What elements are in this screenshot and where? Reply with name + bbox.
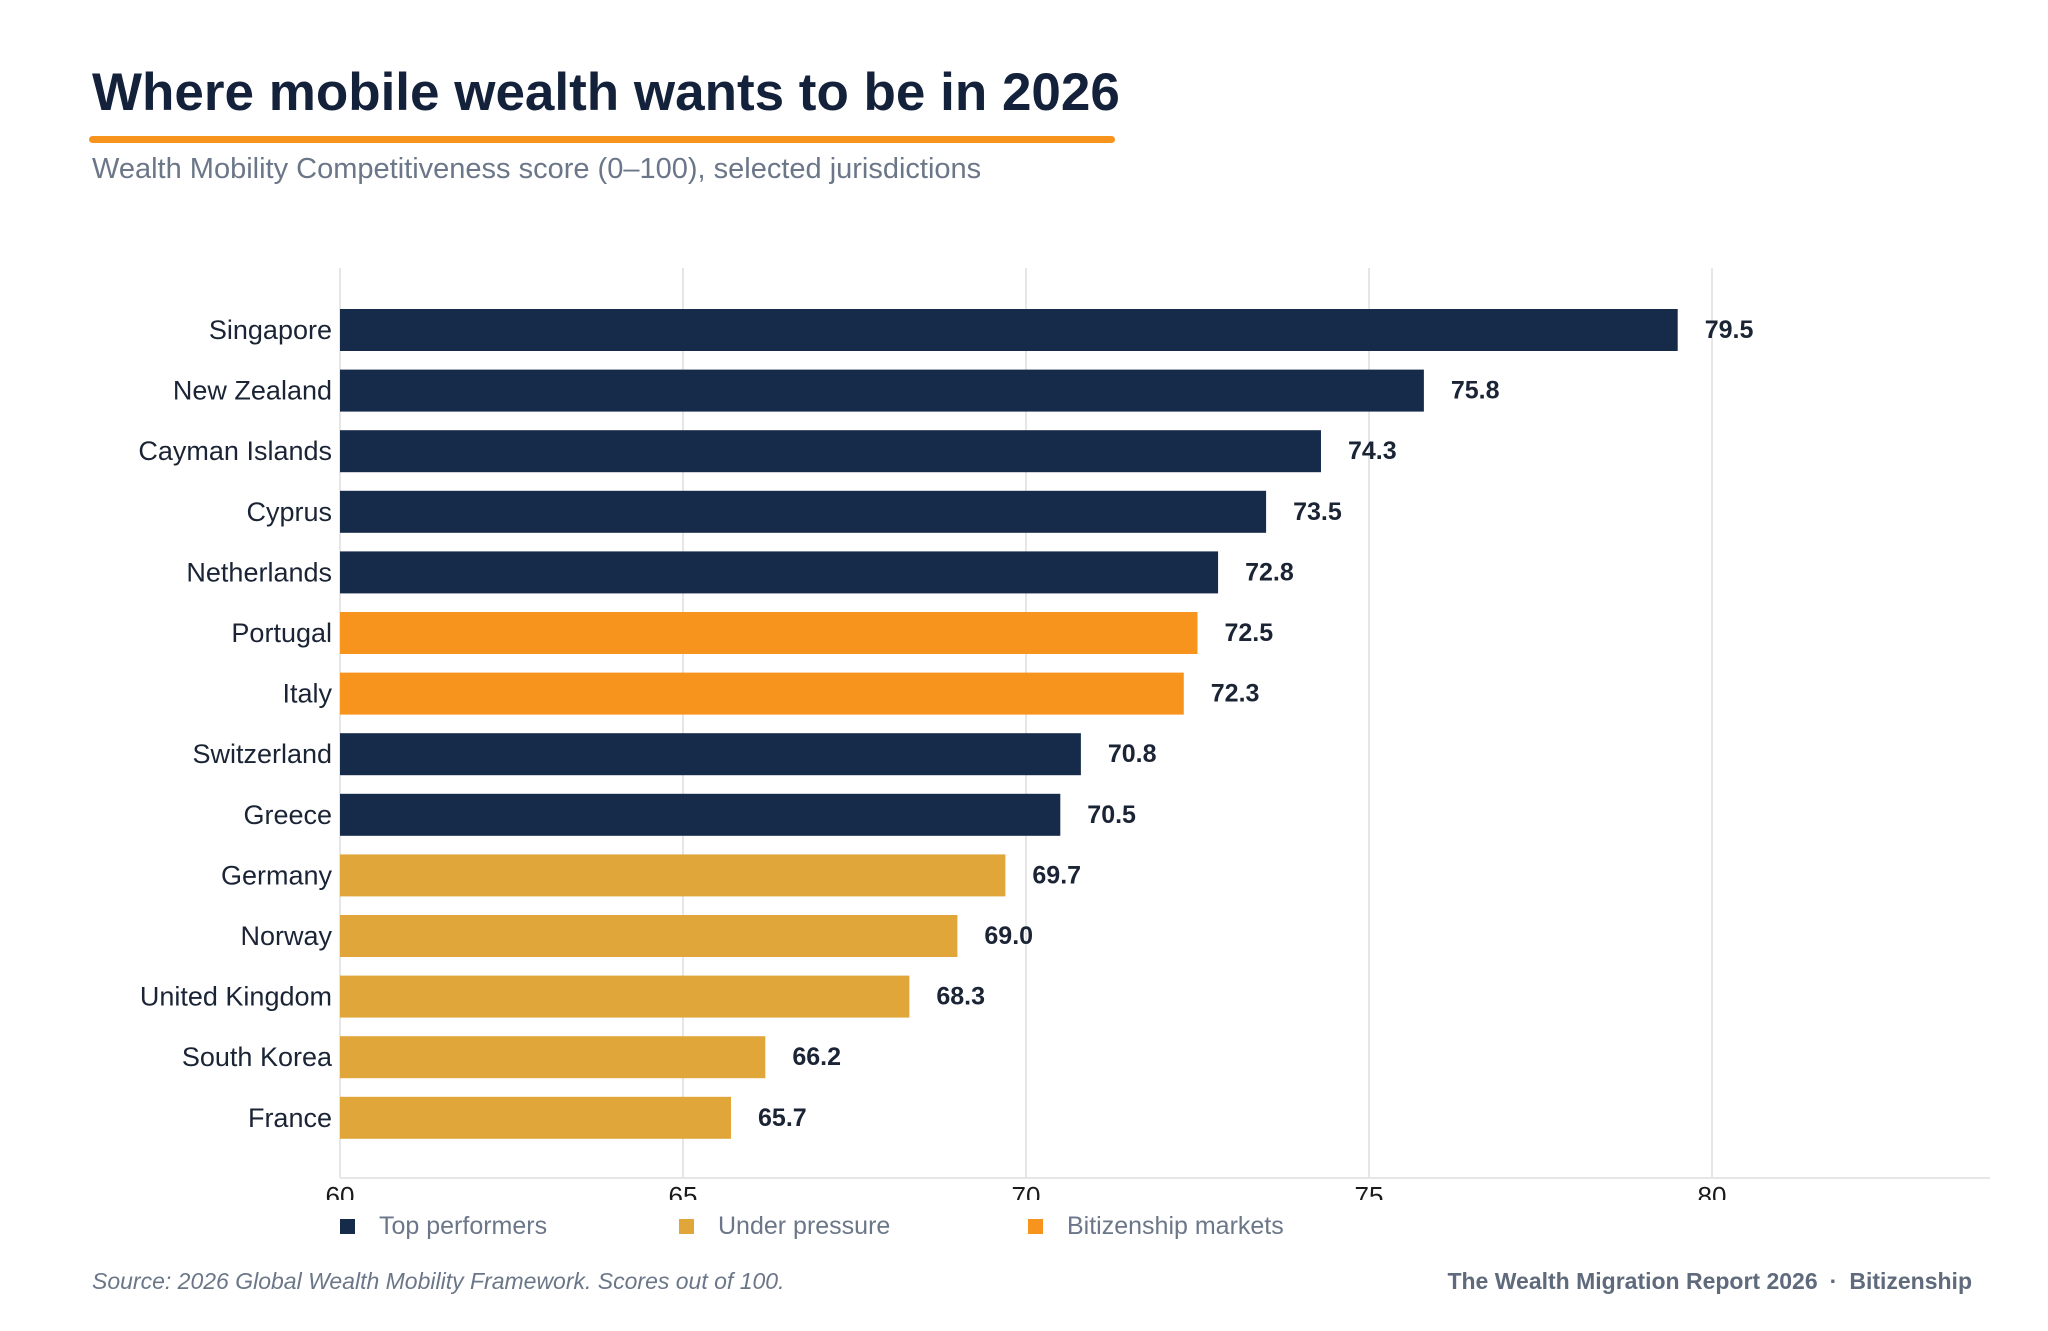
bar-greece [340,793,1061,836]
value-label-new-zealand: 75.8 [1451,377,1500,405]
category-label-united-kingdom: United Kingdom [140,982,332,1012]
category-label-switzerland: Switzerland [192,739,332,769]
category-label-france: France [248,1103,332,1133]
gridlines [339,268,1990,1179]
chart-title: Where mobile wealth wants to be in 2026 [92,63,1120,122]
bars [340,309,1678,1139]
category-label-new-zealand: New Zealand [173,376,332,406]
bar-netherlands [340,551,1219,594]
value-labels: 79.5 75.8 74.3 73.5 72.8 72.5 72.3 70.8 70.5 69.7… [758,316,1753,1132]
bar-italy [340,672,1184,715]
category-label-portugal: Portugal [231,618,332,648]
report-credit: The Wealth Migration Report 2026 · Bitizen… [1447,1268,1972,1295]
legend-label-bitizenship-markets: Bitizenship markets [1067,1211,1284,1240]
value-label-france: 65.7 [758,1104,807,1132]
value-label-cyprus: 73.5 [1293,498,1342,526]
title-underline [89,136,1115,143]
bar-new-zealand [340,369,1424,412]
bar-singapore [340,309,1678,351]
category-label-cayman-islands: Cayman Islands [138,436,332,466]
category-label-netherlands: Netherlands [186,557,332,587]
category-label-singapore: Singapore [209,315,332,345]
x-tick-label-75: 75 [1355,1181,1384,1200]
legend-swatch-bitizenship-markets [1028,1218,1043,1234]
x-axis-ticks: 60 65 70 75 80 [326,1181,1727,1200]
bar-switzerland [340,733,1081,776]
category-label-norway: Norway [240,921,332,951]
value-label-portugal: 72.5 [1225,619,1274,647]
bar-norway [340,915,958,957]
brand-name: Bitizenship [1849,1268,1972,1294]
bar-germany [340,854,1006,897]
bar-united-kingdom [340,975,910,1018]
legend-label-top-performers: Top performers [379,1211,548,1240]
legend-item-bitizenship-markets: Bitizenship markets [1028,1208,1284,1244]
x-tick-label-60: 60 [326,1181,355,1200]
source-note: Source: 2026 Global Wealth Mobility Fram… [92,1268,785,1294]
bar-portugal [340,612,1198,654]
value-label-south-korea: 66.2 [792,1043,841,1071]
category-label-cyprus: Cyprus [246,497,332,527]
category-label-south-korea: South Korea [182,1042,333,1072]
bar-south-korea [340,1036,766,1079]
x-tick-label-70: 70 [1012,1181,1041,1200]
value-label-united-kingdom: 68.3 [936,983,985,1011]
legend-item-under-pressure: Under pressure [679,1208,890,1244]
legend-swatch-top-performers [340,1218,355,1234]
legend-item-top-performers: Top performers [340,1208,547,1244]
x-tick-label-80: 80 [1698,1181,1727,1200]
chart-subtitle: Wealth Mobility Competitiveness score (0… [92,153,982,185]
value-label-germany: 69.7 [1032,861,1081,889]
bar-chart: Singapore New Zealand Cayman Islands Cyprus… [138,268,1990,1200]
category-label-greece: Greece [243,800,332,830]
credit-separator: · [1829,1268,1838,1294]
x-tick-label-65: 65 [669,1181,698,1200]
value-label-greece: 70.5 [1087,801,1136,829]
bar-france [340,1096,732,1139]
report-name: The Wealth Migration Report 2026 [1447,1268,1818,1294]
legend-label-under-pressure: Under pressure [718,1211,891,1240]
category-label-italy: Italy [282,679,332,709]
legend-swatch-under-pressure [679,1218,694,1234]
category-label-germany: Germany [221,860,333,890]
value-label-singapore: 79.5 [1705,316,1754,344]
value-label-switzerland: 70.8 [1108,740,1157,768]
value-label-italy: 72.3 [1211,680,1260,708]
category-labels: Singapore New Zealand Cayman Islands Cyprus… [138,315,333,1133]
value-label-cayman-islands: 74.3 [1348,437,1397,465]
bar-cyprus [340,490,1267,533]
bar-cayman-islands [340,430,1321,473]
value-label-netherlands: 72.8 [1245,558,1294,586]
value-label-norway: 69.0 [984,922,1033,950]
